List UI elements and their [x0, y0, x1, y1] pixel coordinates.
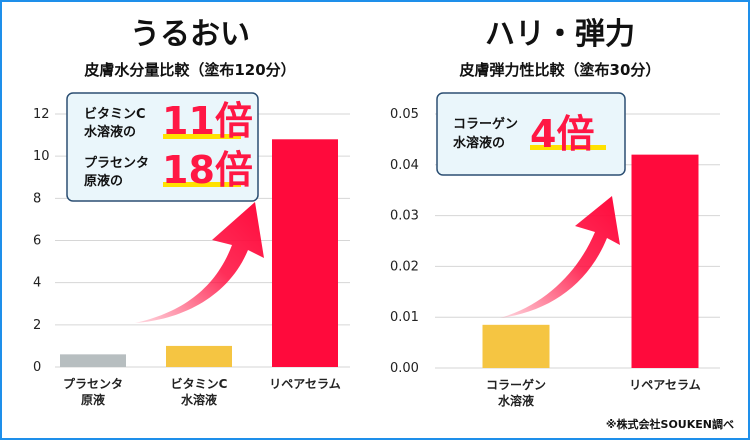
y-tick-label: 0.05	[390, 107, 419, 122]
callout-label-line2: 水溶液の	[453, 135, 505, 151]
y-tick-label: 0	[33, 360, 41, 375]
callout-value: 4倍	[530, 112, 594, 156]
y-tick-labels: 0 2 4 6 8 10 12	[33, 107, 50, 375]
y-tick-label: 10	[33, 149, 50, 164]
y-tick-label: 0.03	[390, 209, 419, 224]
category-label: 原液	[81, 392, 105, 407]
chart-title: うるおい	[130, 17, 250, 52]
chart-subtitle: 皮膚水分量比較（塗布120分）	[84, 61, 295, 79]
y-tick-label: 8	[33, 191, 41, 206]
category-label: 水溶液	[181, 392, 217, 407]
callout-value: 18倍	[162, 148, 253, 192]
callout-label-line2: 原液の	[84, 173, 123, 189]
growth-arrow	[500, 196, 620, 318]
bar	[60, 354, 126, 367]
y-tick-label: 4	[33, 276, 41, 291]
y-tick-label: 12	[33, 107, 50, 122]
callout-value: 11倍	[162, 99, 253, 143]
y-tick-labels: 0.00 0.01 0.02 0.03 0.04 0.05	[390, 107, 419, 376]
bar	[482, 324, 550, 368]
callout-box: コラーゲン 水溶液の 4倍	[436, 92, 626, 176]
chart-elasticity: ハリ・弾力 皮膚弾力性比較（塗布30分） 0.000.010.020.030.0…	[390, 17, 720, 408]
y-tick-label: 6	[33, 234, 41, 249]
category-label: リペアセラム	[269, 377, 340, 391]
bar	[272, 139, 338, 367]
callout-box: ビタミンC 水溶液の 11倍 プラセンタ 原液の 18倍	[66, 92, 259, 202]
category-label: プラセンタ	[63, 376, 123, 391]
source-note: ※株式会社SOUKEN調べ	[606, 417, 734, 431]
y-tick-label: 0.04	[390, 158, 419, 173]
callout-label-line1: ビタミンC	[84, 106, 146, 122]
category-label: コラーゲン	[486, 377, 546, 392]
y-tick-label: 0.00	[390, 361, 419, 376]
category-label: リペアセラム	[629, 378, 700, 392]
category-label: ビタミンC	[171, 376, 228, 391]
bars	[482, 154, 699, 368]
bar	[166, 345, 232, 367]
callout-underline	[163, 134, 241, 139]
y-tick-label: 0.01	[390, 310, 419, 325]
growth-arrow	[135, 202, 264, 323]
chart-subtitle: 皮膚弾力性比較（塗布30分）	[460, 61, 661, 79]
bar	[631, 154, 699, 368]
callout-label-line1: プラセンタ	[84, 156, 149, 171]
y-tick-label: 0.02	[390, 259, 419, 274]
y-tick-label: 2	[33, 318, 41, 333]
category-label: 水溶液	[498, 393, 534, 408]
callout-label-line2: 水溶液の	[84, 124, 136, 140]
bars	[60, 139, 338, 367]
chart-title: ハリ・弾力	[485, 17, 635, 52]
callout-underline	[530, 145, 606, 150]
callout-underline	[163, 182, 241, 187]
callout-label-line1: コラーゲン	[453, 116, 518, 132]
